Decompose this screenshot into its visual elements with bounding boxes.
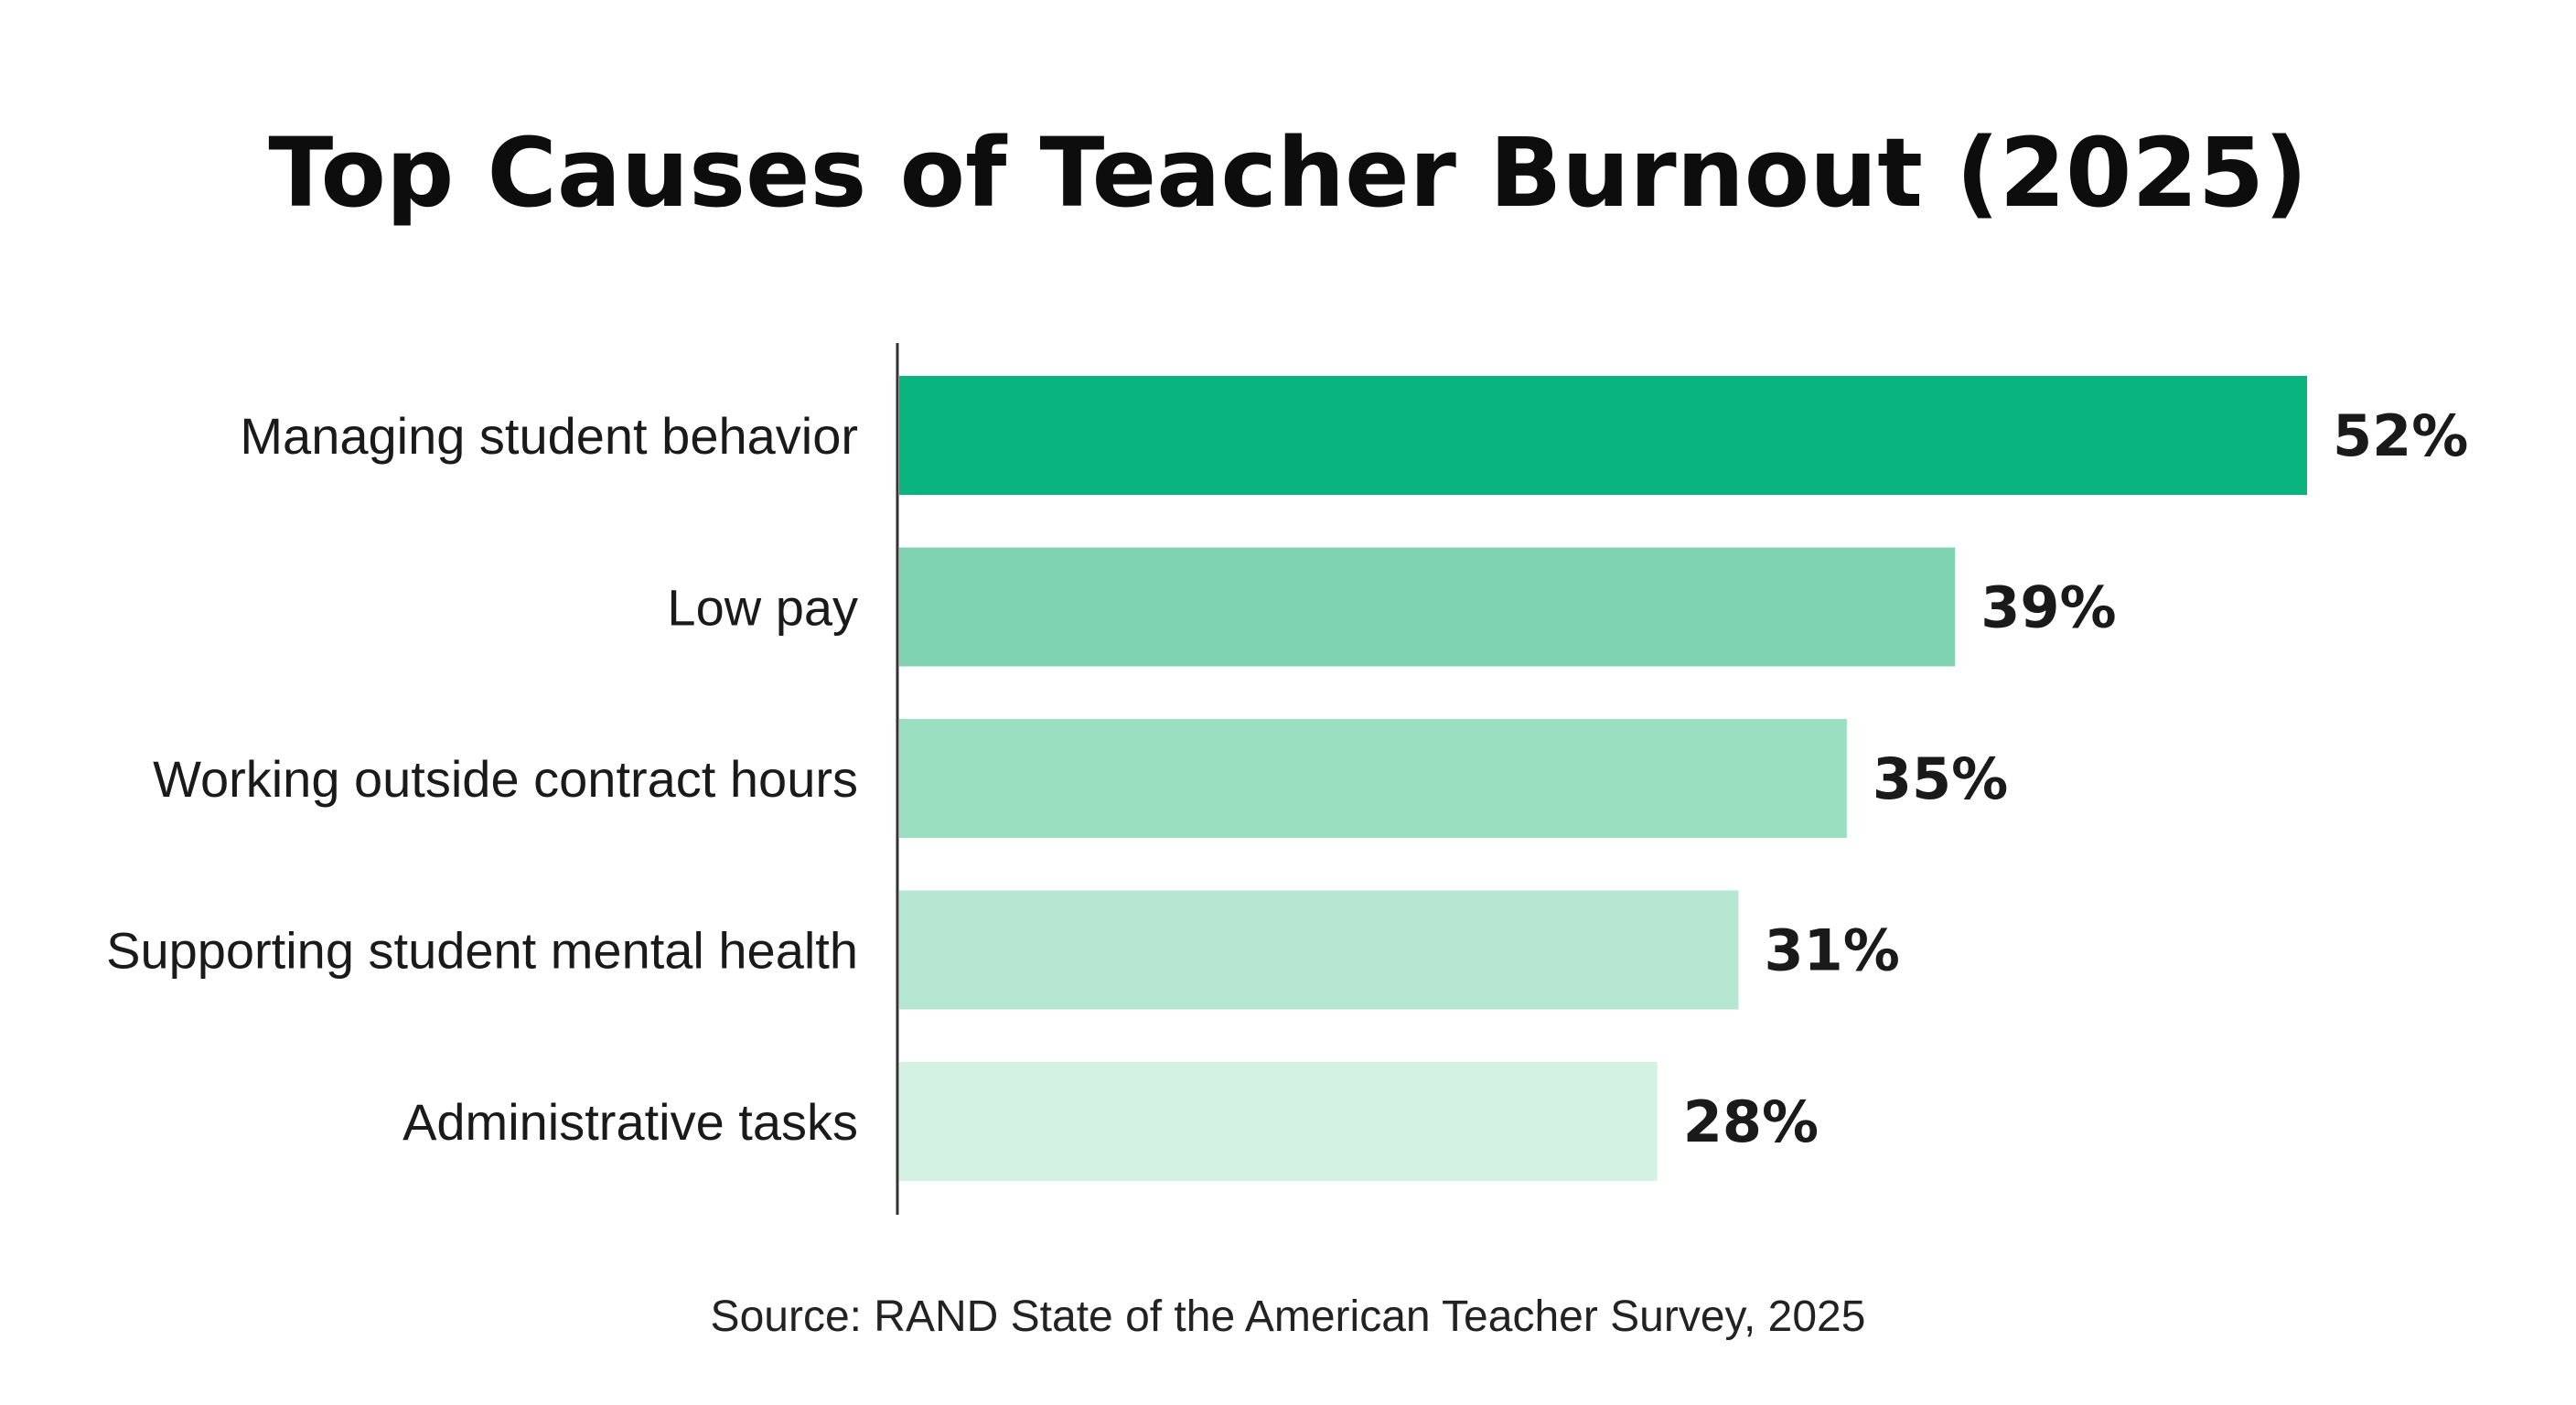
- value-label-1: 52%: [2333, 402, 2468, 469]
- category-label-3: Working outside contract hours: [153, 750, 858, 808]
- bar-3: [899, 719, 1847, 838]
- value-label-2: 39%: [1980, 574, 2116, 641]
- bar-4: [899, 890, 1739, 1010]
- value-label-4: 31%: [1764, 917, 1899, 984]
- chart-title: Top Causes of Teacher Burnout (2025): [268, 117, 2307, 229]
- value-label-5: 28%: [1683, 1089, 1819, 1155]
- bar-1: [899, 376, 2307, 495]
- bar-5: [899, 1062, 1658, 1181]
- bars-group: Managing student behavior 52% Low pay 39% Wo…: [106, 376, 2468, 1181]
- category-label-2: Low pay: [667, 579, 858, 637]
- bar-2: [899, 547, 1956, 667]
- source-note: Source: RAND State of the American Teach…: [711, 1292, 1866, 1341]
- value-label-3: 35%: [1873, 745, 2008, 812]
- category-label-1: Managing student behavior: [240, 407, 858, 465]
- category-label-4: Supporting student mental health: [106, 922, 858, 980]
- category-label-5: Administrative tasks: [402, 1093, 858, 1151]
